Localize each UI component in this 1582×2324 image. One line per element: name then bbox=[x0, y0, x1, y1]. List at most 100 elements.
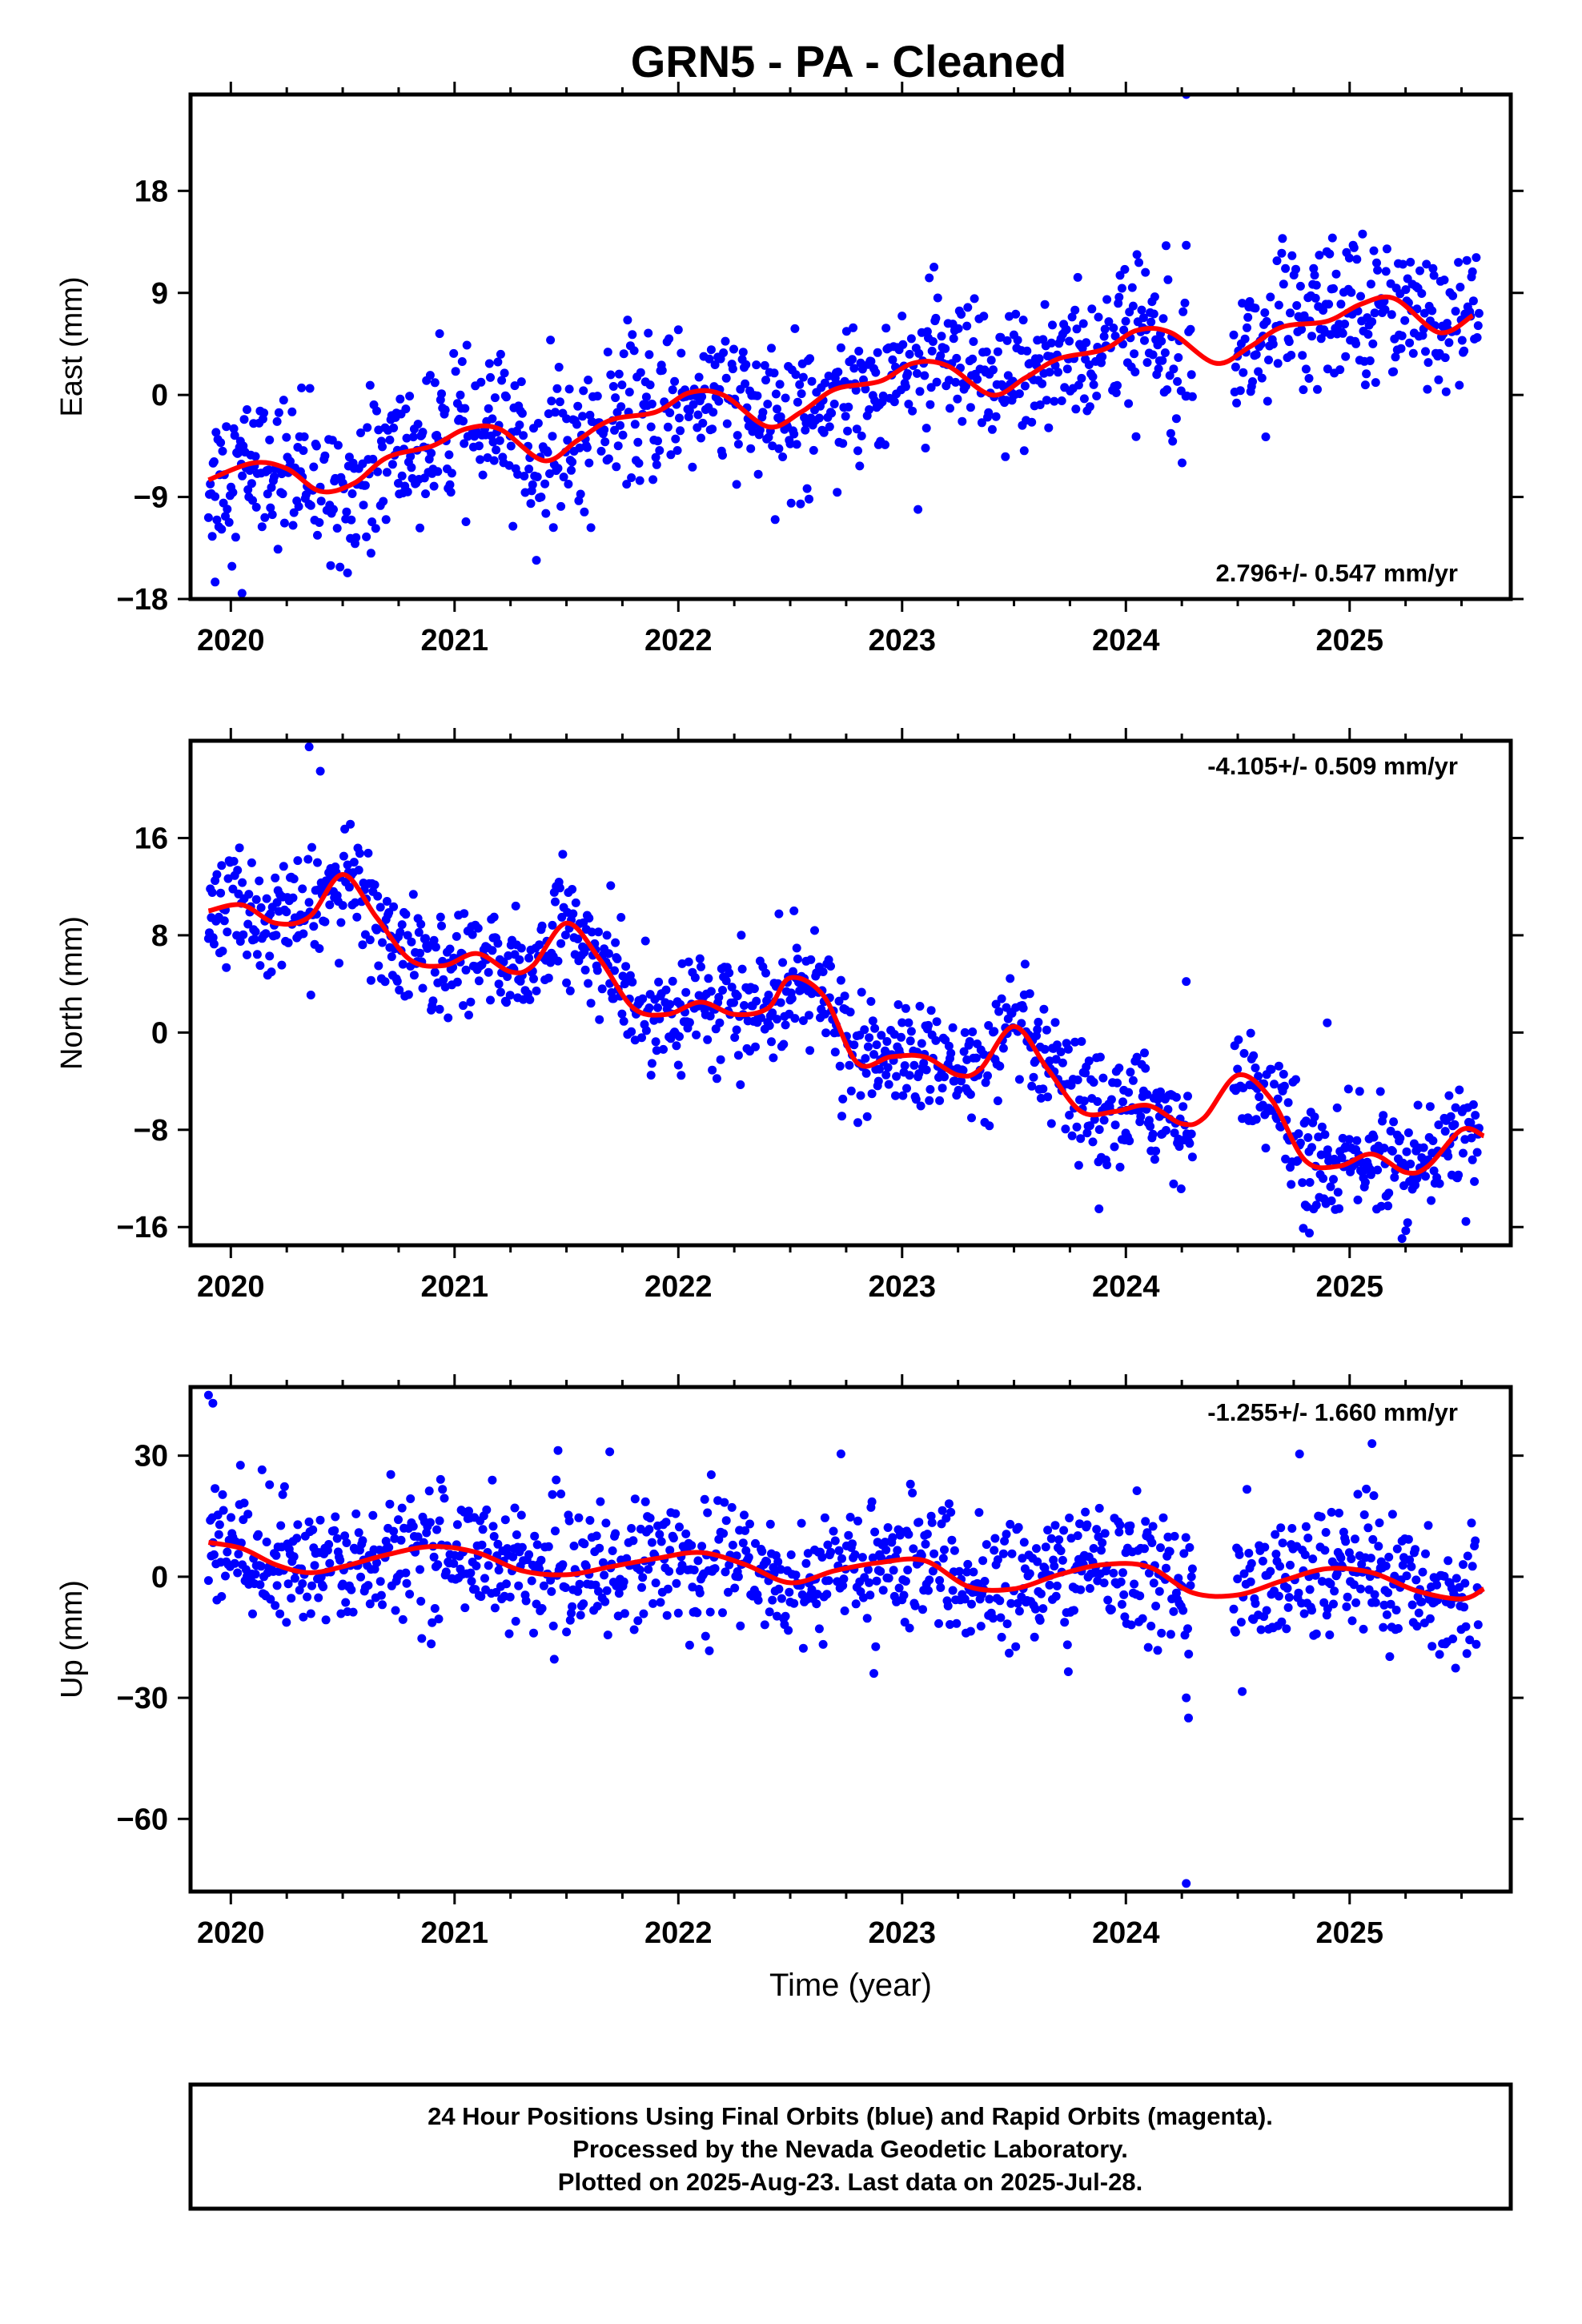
data-point bbox=[494, 1566, 504, 1575]
data-point bbox=[1254, 1072, 1263, 1081]
data-point bbox=[1344, 1135, 1354, 1144]
data-point bbox=[294, 502, 303, 511]
data-point bbox=[1415, 266, 1424, 275]
data-point bbox=[950, 1076, 959, 1086]
data-point bbox=[511, 901, 520, 911]
data-point bbox=[1030, 1632, 1039, 1642]
data-point bbox=[502, 1579, 511, 1589]
data-point bbox=[1162, 241, 1170, 251]
data-point bbox=[1062, 325, 1071, 334]
data-point bbox=[255, 876, 264, 886]
data-point bbox=[689, 1566, 699, 1574]
data-point bbox=[1100, 1529, 1110, 1538]
data-point bbox=[370, 880, 379, 890]
data-point bbox=[612, 462, 621, 472]
data-point bbox=[433, 1560, 443, 1570]
data-point bbox=[1317, 1122, 1327, 1132]
data-point bbox=[857, 987, 866, 997]
data-point bbox=[259, 408, 269, 418]
data-point bbox=[1470, 1176, 1480, 1186]
data-point bbox=[796, 499, 805, 509]
data-point bbox=[1020, 959, 1030, 969]
data-point bbox=[616, 420, 624, 430]
data-point bbox=[958, 416, 967, 426]
data-point bbox=[497, 376, 507, 385]
data-point bbox=[718, 1608, 727, 1618]
data-point bbox=[358, 940, 367, 950]
data-point bbox=[1163, 1532, 1173, 1542]
data-point bbox=[1041, 1542, 1050, 1552]
data-point bbox=[543, 448, 552, 457]
data-point bbox=[1056, 1546, 1066, 1555]
data-point bbox=[706, 1470, 716, 1479]
data-point bbox=[791, 1570, 801, 1580]
data-point bbox=[428, 996, 438, 1006]
data-point bbox=[372, 925, 381, 935]
data-point bbox=[405, 1590, 415, 1599]
data-point bbox=[389, 423, 399, 432]
data-point bbox=[901, 1577, 910, 1586]
data-point bbox=[969, 337, 978, 346]
data-point bbox=[689, 400, 698, 409]
data-point bbox=[476, 377, 486, 387]
data-point bbox=[916, 1101, 926, 1111]
data-point bbox=[641, 392, 651, 402]
data-point bbox=[344, 883, 354, 892]
data-point bbox=[835, 1061, 845, 1071]
data-point bbox=[1324, 300, 1334, 309]
data-point bbox=[216, 438, 226, 448]
data-point bbox=[1151, 1146, 1161, 1156]
data-point bbox=[235, 1461, 245, 1470]
data-point bbox=[386, 1470, 396, 1479]
data-point bbox=[211, 492, 220, 501]
data-point bbox=[347, 489, 357, 498]
data-point bbox=[452, 977, 462, 987]
data-point bbox=[622, 480, 632, 489]
data-point bbox=[866, 997, 876, 1006]
data-point bbox=[227, 1513, 235, 1522]
data-point bbox=[822, 1590, 832, 1599]
data-point bbox=[438, 1485, 448, 1494]
data-point bbox=[425, 371, 435, 380]
data-point bbox=[537, 1604, 547, 1613]
data-point bbox=[517, 1542, 527, 1552]
data-point bbox=[883, 1523, 893, 1532]
data-point bbox=[761, 376, 770, 385]
data-point bbox=[861, 384, 870, 394]
data-point bbox=[406, 1494, 416, 1503]
data-point bbox=[1407, 1562, 1416, 1571]
data-point bbox=[962, 381, 970, 391]
data-point bbox=[644, 1525, 654, 1534]
data-point bbox=[1186, 370, 1196, 380]
data-point bbox=[1109, 324, 1118, 332]
data-point bbox=[1323, 1145, 1332, 1155]
data-point bbox=[272, 898, 282, 907]
data-point bbox=[516, 377, 526, 387]
data-point bbox=[1463, 1551, 1472, 1561]
data-point bbox=[677, 1071, 686, 1080]
data-point bbox=[1367, 317, 1377, 327]
data-point bbox=[1271, 1550, 1281, 1559]
data-point bbox=[282, 432, 291, 442]
data-point bbox=[991, 412, 1001, 421]
data-point bbox=[1186, 1581, 1195, 1590]
data-point bbox=[617, 380, 627, 390]
data-point bbox=[647, 1059, 656, 1068]
data-point bbox=[1117, 283, 1126, 293]
data-point bbox=[435, 1516, 444, 1526]
data-point bbox=[223, 505, 232, 514]
data-point bbox=[820, 1513, 829, 1522]
data-point bbox=[429, 935, 439, 945]
data-point bbox=[526, 499, 536, 509]
data-point bbox=[1082, 1128, 1092, 1138]
outlier-point bbox=[1182, 240, 1191, 250]
data-point bbox=[216, 888, 226, 898]
data-point bbox=[372, 1558, 381, 1567]
data-point bbox=[1347, 1616, 1357, 1626]
data-point bbox=[239, 415, 249, 424]
data-point bbox=[669, 1534, 678, 1543]
data-point bbox=[673, 446, 682, 455]
data-point bbox=[868, 1553, 877, 1562]
data-point bbox=[211, 1484, 220, 1494]
data-point bbox=[619, 1016, 628, 1026]
